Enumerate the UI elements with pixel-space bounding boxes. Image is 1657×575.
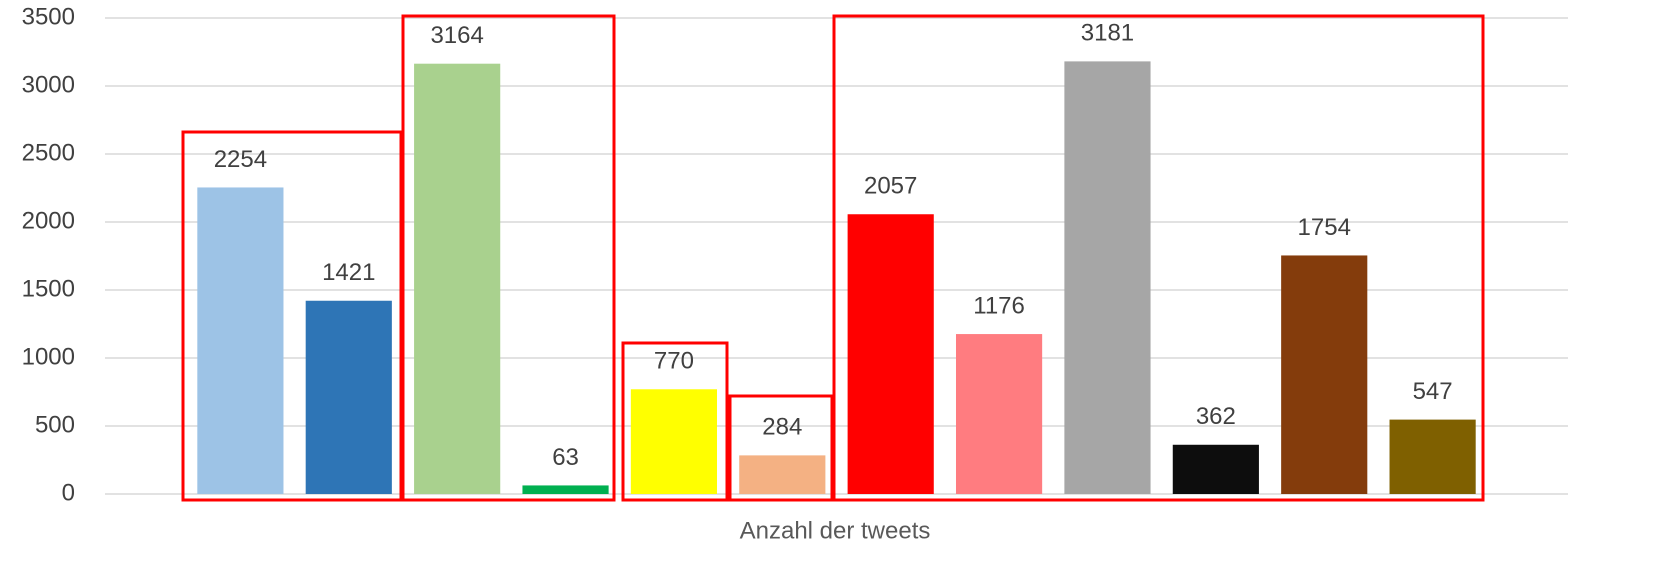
- y-tick-label: 500: [35, 411, 75, 438]
- highlight-box: [728, 394, 834, 502]
- highlight-box: [181, 130, 403, 502]
- y-tick-label: 3000: [22, 71, 75, 98]
- highlight-box: [401, 14, 616, 502]
- data-label: 3181: [1081, 20, 1134, 47]
- data-label: 63: [552, 444, 579, 471]
- bar: [197, 187, 284, 494]
- bar: [305, 300, 392, 494]
- y-tick-label: 1000: [22, 343, 75, 370]
- bar: [739, 455, 826, 494]
- bar: [1064, 61, 1151, 494]
- data-label: 284: [762, 414, 802, 441]
- y-tick-label: 3500: [22, 3, 75, 30]
- y-tick-label: 1500: [22, 275, 75, 302]
- y-tick-label: 2500: [22, 139, 75, 166]
- bar: [955, 334, 1043, 494]
- data-label: 1421: [322, 259, 375, 286]
- x-axis-title: Anzahl der tweets: [740, 517, 931, 544]
- data-label: 2254: [214, 146, 267, 173]
- bar: [847, 214, 934, 495]
- bar: [630, 389, 718, 494]
- data-label: 547: [1413, 378, 1453, 405]
- bar: [522, 485, 609, 494]
- bar: [1281, 255, 1368, 494]
- data-label: 770: [654, 348, 694, 375]
- highlight-box: [832, 14, 1485, 502]
- highlight-box: [621, 341, 729, 502]
- data-label: 1176: [973, 292, 1025, 319]
- data-label: 1754: [1298, 214, 1351, 241]
- data-label: 2057: [864, 173, 917, 200]
- data-label: 3164: [430, 22, 483, 49]
- bar: [1172, 444, 1259, 494]
- y-tick-label: 0: [62, 479, 75, 506]
- data-label: 362: [1196, 403, 1236, 430]
- y-tick-label: 2000: [22, 207, 75, 234]
- bar: [1389, 419, 1476, 494]
- bar: [414, 63, 501, 495]
